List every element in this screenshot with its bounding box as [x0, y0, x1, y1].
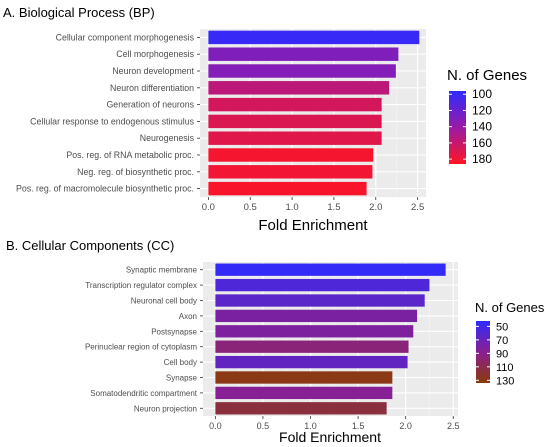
bar — [208, 64, 396, 78]
colorbar-tick-label: 120 — [472, 103, 492, 117]
colorbar-tick-label: 110 — [496, 362, 514, 374]
bar — [208, 97, 382, 112]
panel-a-x-ticks: 0.0 0.5 1.0 1.5 2.0 2.5 — [202, 197, 424, 213]
x-tick-label: 1.5 — [352, 421, 365, 431]
panel-a-title: A. Biological Process (BP) — [3, 5, 155, 20]
bar — [215, 309, 418, 323]
colorbar-tick-label: 180 — [472, 152, 492, 166]
bar — [208, 30, 420, 45]
category-label: Cellular response to endogenous stimulus — [30, 116, 194, 126]
panel-b-category-labels: Synaptic membrane Transcription regulator… — [85, 266, 203, 413]
panel-b-title: B. Cellular Components (CC) — [6, 238, 174, 253]
x-tick-label: 2.5 — [411, 202, 424, 213]
panel-a-colorbar-ticks: 100 120 140 160 180 — [449, 87, 492, 166]
category-label: Cell morphogenesis — [116, 49, 194, 59]
category-label: Neuron projection — [134, 404, 197, 413]
category-label: Neuronal cell body — [131, 297, 197, 306]
bar — [215, 355, 408, 369]
bar — [215, 402, 387, 415]
category-label: Neg. reg. of biosynthetic proc. — [77, 167, 194, 177]
panel-b-colorbar-gradient — [476, 321, 490, 383]
category-label: Axon — [179, 312, 197, 321]
colorbar-tick-label: 130 — [496, 375, 514, 387]
category-label: Postsynapse — [151, 327, 197, 336]
x-tick-label: 1.5 — [327, 202, 340, 213]
category-label: Generation of neurons — [106, 100, 194, 110]
category-label: Cellular component morphogenesis — [56, 32, 195, 42]
panel-cellular-components: B. Cellular Components (CC) Synaptic mem… — [6, 238, 545, 445]
bar — [208, 165, 373, 179]
bar — [215, 263, 446, 276]
colorbar-tick-label: 160 — [472, 136, 492, 150]
x-tick-label: 1.0 — [285, 202, 298, 213]
x-tick-label: 2.0 — [399, 421, 412, 431]
x-tick-label: 0.0 — [202, 202, 215, 213]
category-label: Somatodendritic compartment — [90, 389, 197, 398]
panel-a-colorbar: N. of Genes 100 120 140 160 180 — [447, 67, 527, 166]
category-label: Perinuclear region of cytoplasm — [85, 343, 197, 352]
x-tick-label: 0.0 — [209, 421, 222, 431]
category-label: Cell body — [164, 358, 197, 367]
panel-a-colorbar-gradient — [449, 91, 466, 164]
bar — [215, 325, 414, 338]
category-label: Pos. reg. of macromolecule biosynthetic … — [16, 184, 194, 194]
bar — [208, 131, 382, 145]
colorbar-tick-label: 140 — [472, 120, 492, 134]
panel-b-colorbar-title: N. of Genes — [475, 300, 545, 315]
category-label: Transcription regulator complex — [85, 281, 197, 290]
x-tick-label: 1.0 — [304, 421, 317, 431]
bar — [208, 148, 374, 162]
category-label: Synapse — [166, 374, 198, 383]
category-label: Neurogenesis — [140, 133, 195, 143]
bar — [215, 371, 393, 384]
bar — [215, 386, 393, 400]
bar — [208, 181, 367, 196]
panel-biological-process: A. Biological Process (BP) Cellular comp… — [3, 5, 527, 234]
colorbar-tick-label: 50 — [496, 321, 508, 333]
x-tick-label: 0.5 — [257, 421, 270, 431]
x-tick-label: 2.5 — [447, 421, 460, 431]
panel-a-colorbar-title: N. of Genes — [447, 67, 527, 84]
x-tick-label: 2.0 — [369, 202, 382, 213]
category-label: Neuron development — [112, 66, 194, 76]
panel-b-x-ticks: 0.0 0.5 1.0 1.5 2.0 2.5 — [209, 416, 460, 431]
bar — [208, 114, 382, 129]
bar — [215, 340, 409, 353]
panel-b-bars — [215, 263, 446, 415]
bar — [208, 81, 390, 95]
bar — [215, 294, 425, 307]
category-label: Synaptic membrane — [126, 266, 198, 275]
panel-a-x-axis-label: Fold Enrichment — [258, 217, 368, 234]
panel-a-bars — [208, 30, 420, 196]
colorbar-tick-label: 90 — [496, 348, 508, 360]
panel-b-x-axis-label: Fold Enrichment — [279, 429, 381, 445]
category-label: Neuron differentiation — [110, 83, 194, 93]
bar — [215, 278, 430, 292]
colorbar-tick-label: 70 — [496, 335, 508, 347]
category-label: Pos. reg. of RNA metabolic proc. — [66, 150, 194, 160]
bar — [208, 47, 399, 61]
x-tick-label: 0.5 — [244, 202, 257, 213]
colorbar-tick-label: 100 — [472, 87, 492, 101]
panel-a-category-labels: Cellular component morphogenesis Cell mor… — [16, 32, 200, 194]
